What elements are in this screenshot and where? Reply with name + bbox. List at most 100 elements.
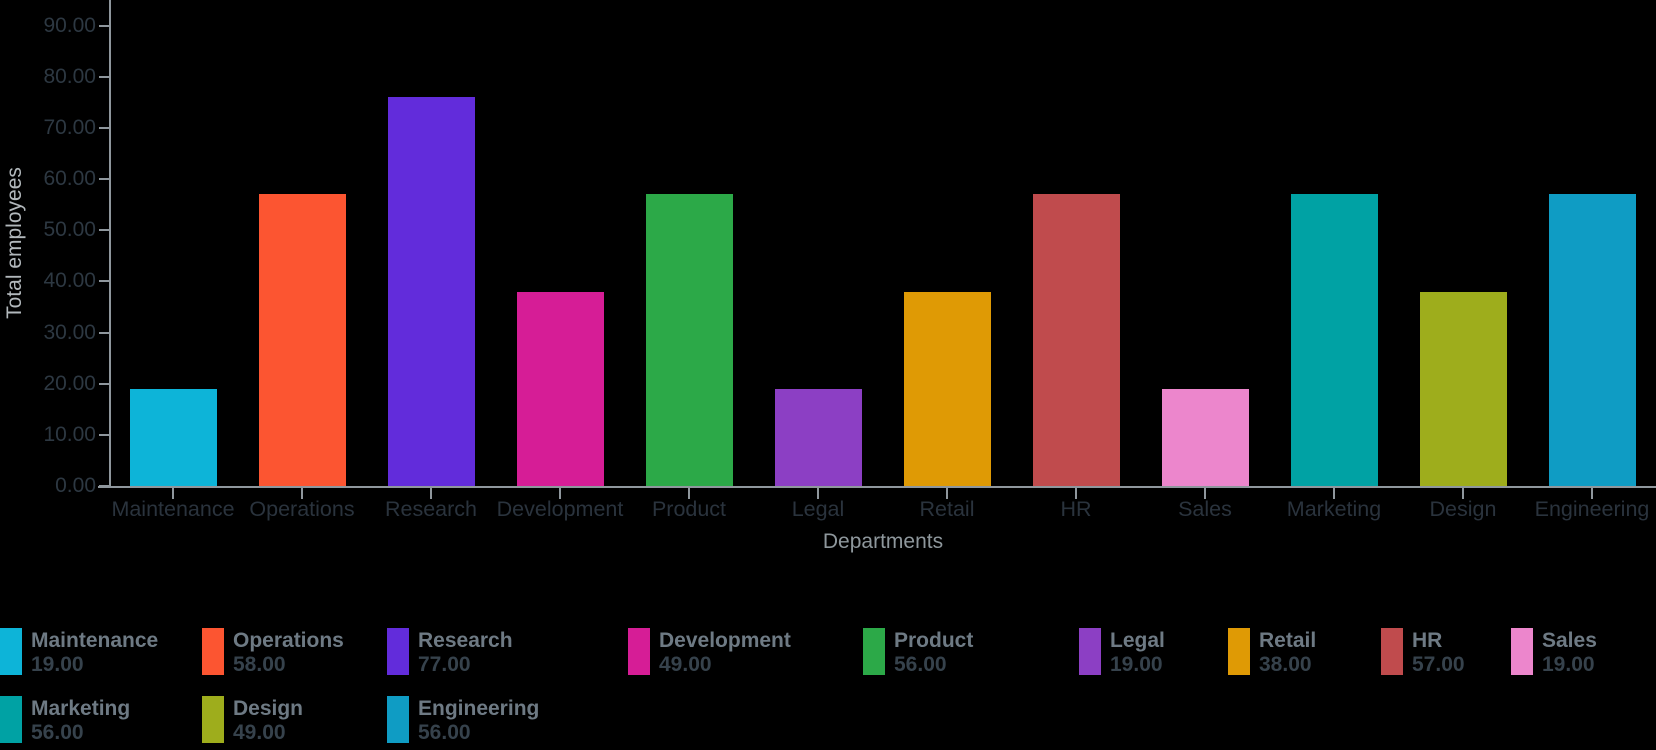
legend-item-research[interactable]: Research 77.00 [387,628,513,677]
category-label-legal: Legal [791,497,845,521]
legend-label: Design [233,697,304,720]
x-tick-mark [1591,488,1593,499]
legend-label: Development [659,629,791,652]
y-tick-mark [99,382,110,385]
category-label-maintenance: Maintenance [111,497,235,521]
x-tick-mark [688,488,690,499]
x-tick-mark [1333,488,1335,499]
legend-swatch [0,696,22,743]
legend-item-legal[interactable]: Legal 19.00 [1079,628,1165,677]
legend-value: 19.00 [1110,653,1163,676]
legend-label: Research [418,629,513,652]
bar-maintenance[interactable] [129,388,217,486]
bar-research[interactable] [387,97,475,486]
y-tick-label: 40.00 [43,269,96,293]
y-tick-label: 80.00 [43,64,96,88]
y-tick-mark [99,485,110,487]
legend-swatch [202,628,224,675]
legend-value: 57.00 [1412,653,1465,676]
y-tick-label: 10.00 [43,422,96,446]
legend-swatch [202,696,224,743]
legend-swatch [1511,628,1533,675]
category-label-hr: HR [1060,497,1092,521]
bar-operations[interactable] [258,194,346,486]
y-axis-title: Total employees [3,167,26,319]
legend-value: 56.00 [418,721,471,744]
bar-hr[interactable] [1032,194,1120,486]
y-tick-label: 90.00 [43,13,96,37]
legend-label: Operations [233,629,344,652]
category-label-design: Design [1429,497,1497,521]
legend-value: 49.00 [659,653,712,676]
y-tick-mark [99,75,110,78]
bar-design[interactable] [1419,291,1507,486]
y-tick-label: 60.00 [43,167,96,191]
category-label-marketing: Marketing [1286,497,1382,521]
legend-item-product[interactable]: Product 56.00 [863,628,973,677]
legend-item-hr[interactable]: HR 57.00 [1381,628,1465,677]
legend-label: Legal [1110,629,1165,652]
legend-swatch [1228,628,1250,675]
category-label-research: Research [384,497,477,521]
legend-item-retail[interactable]: Retail 38.00 [1228,628,1316,677]
legend-label: Retail [1259,629,1317,652]
y-tick-mark [99,178,110,181]
legend-swatch [863,628,885,675]
legend-label: Engineering [418,697,540,720]
y-tick-mark [99,280,110,283]
legend-value: 19.00 [31,653,84,676]
x-tick-mark [559,488,561,499]
y-tick-label: 0.00 [55,474,96,497]
y-tick-label: 50.00 [43,218,96,242]
legend-swatch [0,628,22,675]
legend-value: 58.00 [233,653,286,676]
bar-engineering[interactable] [1548,194,1636,486]
category-label-development: Development [496,497,624,521]
x-tick-mark [946,488,948,499]
legend-value: 19.00 [1542,653,1595,676]
bar-marketing[interactable] [1290,194,1378,486]
legend-swatch [387,696,409,743]
legend-item-sales[interactable]: Sales 19.00 [1511,628,1597,677]
y-tick-mark [99,331,110,334]
legend-label: Product [894,629,974,652]
legend-value: 49.00 [233,721,286,744]
legend-item-development[interactable]: Development 49.00 [628,628,791,677]
legend-value: 56.00 [31,721,84,744]
x-tick-mark [1075,488,1077,499]
x-tick-mark [430,488,432,499]
x-tick-mark [301,488,303,499]
legend-item-marketing[interactable]: Marketing 56.00 [0,696,130,745]
legend-swatch [628,628,650,675]
legend-label: Marketing [31,697,131,720]
bar-sales[interactable] [1161,388,1249,486]
legend-item-engineering[interactable]: Engineering 56.00 [387,696,539,745]
bar-product[interactable] [645,194,733,486]
y-tick-mark [99,126,110,129]
x-tick-mark [817,488,819,499]
y-tick-label: 30.00 [43,320,96,344]
legend-label: Sales [1542,629,1597,652]
x-axis-line [98,486,1656,488]
legend-value: 38.00 [1259,653,1312,676]
x-axis-title: Departments [822,530,944,553]
legend-label: Maintenance [31,629,159,652]
legend-item-operations[interactable]: Operations 58.00 [202,628,344,677]
y-tick-mark [99,229,110,232]
x-tick-mark [1462,488,1464,499]
bar-development[interactable] [516,291,604,486]
y-tick-label: 70.00 [43,115,96,139]
legend-value: 77.00 [418,653,471,676]
category-label-retail: Retail [919,497,975,521]
legend-item-maintenance[interactable]: Maintenance 19.00 [0,628,158,677]
legend-item-design[interactable]: Design 49.00 [202,696,303,745]
bar-retail[interactable] [903,291,991,486]
category-label-engineering: Engineering [1534,497,1650,521]
legend-label: HR [1412,629,1443,652]
x-tick-mark [1204,488,1206,499]
bar-legal[interactable] [774,388,862,486]
y-axis-line [109,0,111,487]
x-tick-mark [172,488,174,499]
category-label-sales: Sales [1178,497,1232,521]
